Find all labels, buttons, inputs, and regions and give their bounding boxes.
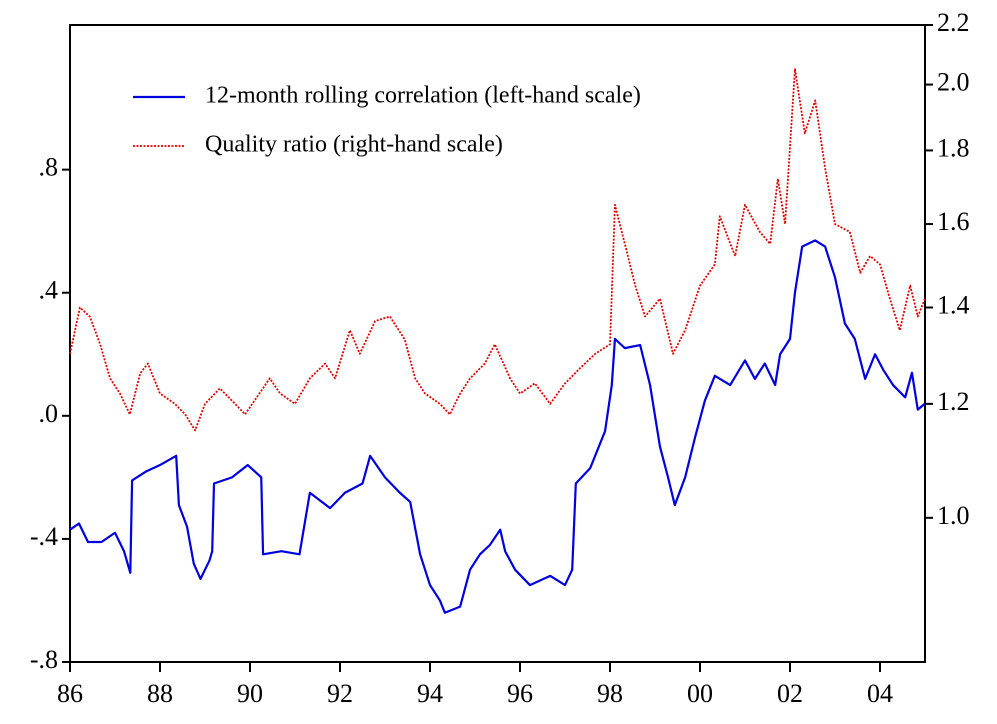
y2-tick-label: 1.6	[937, 207, 970, 236]
legend-label: 12-month rolling correlation (left-hand …	[205, 83, 641, 109]
x-tick-label: 94	[417, 679, 443, 708]
x-tick-label: 96	[507, 679, 533, 708]
x-tick-label: 88	[147, 679, 173, 708]
y-tick-label: .0	[39, 399, 59, 428]
y2-tick-label: 1.2	[937, 387, 970, 416]
y2-tick-label: 2.2	[937, 8, 970, 37]
x-tick-label: 92	[327, 679, 353, 708]
legend-label: Quality ratio (right-hand scale)	[205, 132, 503, 158]
x-tick-label: 02	[777, 679, 803, 708]
plot-frame	[69, 24, 926, 663]
y-tick-label: -.4	[30, 522, 58, 551]
series-line	[69, 68, 926, 432]
x-tick-label: 90	[237, 679, 263, 708]
y-tick-label: .8	[39, 153, 59, 182]
x-tick-label: 00	[687, 679, 713, 708]
y-tick-label: -.8	[30, 645, 58, 674]
x-tick-label: 86	[57, 679, 83, 708]
y-tick-label: .4	[39, 276, 59, 305]
series-line	[69, 239, 926, 614]
y2-tick-label: 2.0	[937, 68, 970, 97]
y2-tick-label: 1.0	[937, 501, 970, 530]
y2-tick-label: 1.4	[937, 290, 970, 319]
y2-tick-label: 1.8	[937, 133, 970, 162]
x-tick-label: 04	[867, 679, 893, 708]
x-tick-label: 98	[597, 679, 623, 708]
